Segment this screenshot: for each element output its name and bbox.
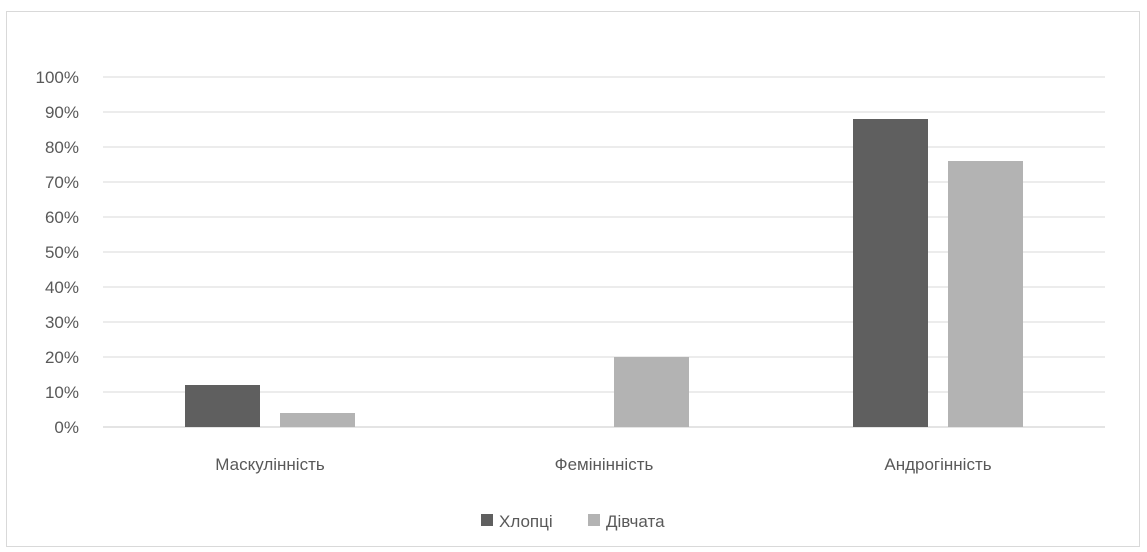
y-axis-ticks: 0% 10% 20% 30% 40% 50% 60% 70% 80% 90% 100% [36,68,79,437]
gridlines [103,76,1105,428]
x-category-label: Фемінінність [555,455,654,474]
legend-label: Хлопці [499,512,553,531]
y-tick-label: 80% [45,138,79,157]
legend: Хлопці Дівчата [481,512,665,531]
bar-boys-0 [185,385,260,427]
legend-label: Дівчата [606,512,665,531]
x-axis-labels: Маскулінність Фемінінність Андрогінність [215,455,991,474]
legend-item: Хлопці [481,512,553,531]
bar-girls-2 [948,161,1023,427]
bar-girls-0 [280,413,355,427]
y-tick-label: 90% [45,103,79,122]
bar-girls-1 [614,357,689,427]
bars [185,119,1023,427]
legend-item: Дівчата [588,512,665,531]
y-tick-label: 100% [36,68,79,87]
y-tick-label: 30% [45,313,79,332]
y-tick-label: 70% [45,173,79,192]
y-tick-label: 20% [45,348,79,367]
y-tick-label: 50% [45,243,79,262]
x-category-label: Маскулінність [215,455,325,474]
x-category-label: Андрогінність [884,455,991,474]
y-tick-label: 0% [54,418,79,437]
legend-swatch [588,514,600,526]
bar-boys-2 [853,119,928,427]
y-tick-label: 10% [45,383,79,402]
legend-swatch [481,514,493,526]
y-tick-label: 40% [45,278,79,297]
y-tick-label: 60% [45,208,79,227]
